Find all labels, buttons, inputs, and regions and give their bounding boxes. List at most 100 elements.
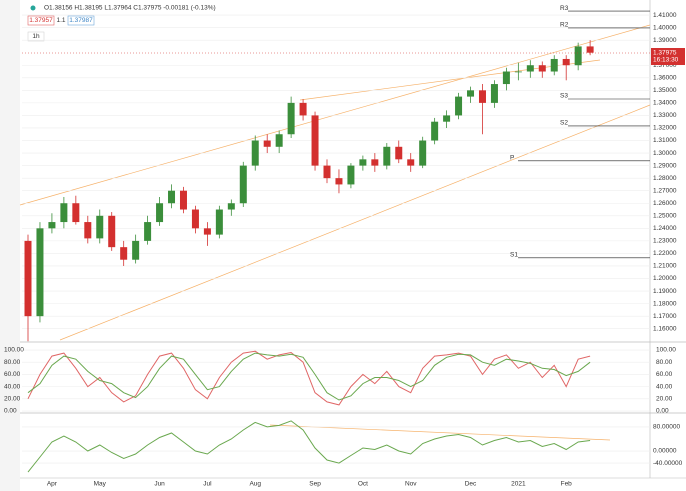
- y-tick-label: 1.24000: [653, 225, 677, 232]
- y-tick-label: 1.31000: [653, 137, 677, 144]
- x-tick-label: Aug: [249, 481, 261, 488]
- candle-body: [275, 134, 283, 147]
- pivot-label: S2: [560, 120, 568, 127]
- y-tick-label: 1.34000: [653, 100, 677, 107]
- y-tick-label: 1.39000: [653, 37, 677, 44]
- candle-body: [215, 209, 223, 235]
- y-tick-label: -40.00000: [653, 460, 683, 467]
- candle-body: [179, 190, 187, 210]
- y-tick-label: 1.30000: [653, 150, 677, 157]
- candle-body: [526, 65, 534, 72]
- x-tick-label: Apr: [47, 481, 58, 488]
- ask: 1.37987: [69, 17, 93, 24]
- trend-line: [19, 24, 651, 206]
- candle-body: [395, 146, 403, 160]
- candle-body: [467, 90, 475, 97]
- candle-body: [156, 203, 164, 223]
- candle-body: [335, 178, 343, 185]
- x-tick-label: May: [94, 481, 107, 488]
- interval-box[interactable]: [27, 31, 45, 42]
- y-tick-label: 1.17000: [653, 313, 677, 320]
- candle-body: [371, 159, 379, 166]
- last-price-box: [651, 48, 685, 66]
- candle-body: [108, 215, 116, 248]
- toolbar: [0, 0, 20, 491]
- y-tick-label: 1.32000: [653, 125, 677, 132]
- pivot-label: S3: [560, 93, 568, 100]
- candle-body: [72, 203, 80, 223]
- pivot-label: S1: [510, 252, 518, 259]
- y-tick-label: 1.29000: [653, 162, 677, 169]
- pivot-label: P: [510, 155, 514, 162]
- candle-body: [132, 240, 140, 260]
- countdown: 16:13:30: [653, 57, 679, 64]
- candle-body: [347, 165, 355, 185]
- y-tick-label: 1.19000: [653, 288, 677, 295]
- trend-line: [299, 59, 601, 101]
- y-tick-label: 1.20000: [653, 275, 677, 282]
- candle-body: [36, 228, 44, 317]
- candle-body: [48, 222, 56, 229]
- candle-body: [60, 203, 68, 223]
- y-tick-label: 1.22000: [653, 250, 677, 257]
- candle-body: [191, 209, 199, 229]
- y-tick-label: 0.00: [656, 408, 669, 415]
- candle-body: [120, 247, 128, 260]
- y-tick-label: 20.00: [4, 396, 21, 403]
- y-tick-label: 40.00: [656, 383, 673, 390]
- y-tick-label: 1.36000: [653, 75, 677, 82]
- candle-body: [383, 146, 391, 166]
- y-tick-label: 1.37000: [653, 62, 677, 69]
- candle-body: [407, 159, 415, 166]
- x-tick-label: Jul: [203, 481, 212, 488]
- x-tick-label: Feb: [561, 481, 573, 488]
- x-tick-label: Oct: [358, 481, 368, 488]
- y-tick-label: 1.25000: [653, 213, 677, 220]
- y-tick-label: 100.00: [4, 347, 24, 354]
- last-price-label: 1.37975: [653, 50, 677, 57]
- trend-line: [269, 424, 611, 441]
- y-tick-label: 1.35000: [653, 87, 677, 94]
- candle-body: [586, 46, 594, 53]
- candle-body: [359, 159, 367, 166]
- status-icon: [30, 5, 36, 11]
- candle-body: [431, 121, 439, 141]
- ask-box[interactable]: [67, 15, 95, 26]
- pivot-label: R3: [560, 5, 569, 12]
- y-tick-label: 60.00: [656, 371, 673, 378]
- y-tick-label: 1.40000: [653, 24, 677, 31]
- y-tick-label: 1.21000: [653, 263, 677, 270]
- candle-body: [538, 65, 546, 72]
- candle-body: [84, 222, 92, 239]
- y-tick-label: 1.18000: [653, 300, 677, 307]
- x-tick-label: Nov: [405, 481, 417, 488]
- bid: 1.37957: [29, 17, 53, 24]
- candle-body: [168, 190, 176, 204]
- y-tick-label: 20.00: [656, 396, 673, 403]
- candle-body: [311, 115, 319, 166]
- spread: 1.1: [56, 17, 65, 24]
- candle-body: [227, 203, 235, 210]
- y-tick-label: 100.00: [656, 347, 676, 354]
- candle-body: [502, 71, 510, 85]
- interval: 1h: [32, 33, 40, 40]
- x-tick-label: 2021: [511, 481, 526, 488]
- x-tick-label: Dec: [465, 481, 477, 488]
- y-tick-label: 1.16000: [653, 325, 677, 332]
- y-tick-label: 1.28000: [653, 175, 677, 182]
- candle-body: [251, 140, 259, 166]
- candle-body: [455, 96, 463, 116]
- ohlc-header: O1.38156 H1.38195 L1.37964 C1.37975 -0.0…: [44, 5, 216, 12]
- candle-body: [263, 140, 271, 147]
- y-tick-label: 0.00: [4, 408, 17, 415]
- bid-box[interactable]: [27, 15, 55, 26]
- x-tick-label: Jun: [154, 481, 165, 488]
- candle-body: [323, 165, 331, 179]
- candle-body: [144, 222, 152, 241]
- candle-body: [24, 240, 32, 317]
- y-tick-label: 60.00: [4, 371, 21, 378]
- y-tick-label: 80.00: [656, 359, 673, 366]
- pivot-label: R2: [560, 22, 569, 29]
